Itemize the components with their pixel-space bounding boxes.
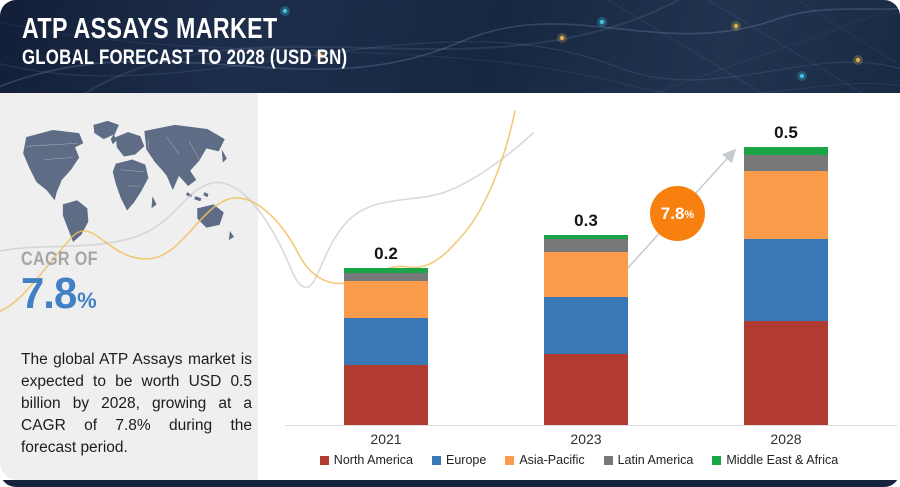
bar-segment-north-america <box>744 321 828 425</box>
legend-item-middle-east-africa: Middle East & Africa <box>712 453 838 467</box>
legend-label: Latin America <box>617 453 694 467</box>
value-label-2023: 0.3 <box>574 211 598 230</box>
legend-label: North America <box>333 453 413 467</box>
page-title: ATP ASSAYS MARKET <box>22 13 278 45</box>
map-europe <box>115 132 145 157</box>
bar-segment-latin-america <box>744 155 828 171</box>
page-subtitle: GLOBAL FORECAST TO 2028 (USD BN) <box>22 46 348 70</box>
header-network-decoration <box>0 0 900 93</box>
value-label-2021: 0.2 <box>374 244 398 263</box>
bar-segment-north-america <box>344 365 428 425</box>
bar-segment-middle-east-africa <box>544 235 628 239</box>
chart-legend: North America Europe Asia-Pacific Latin Ame… <box>258 453 900 467</box>
cagr-badge-percent-sign: % <box>684 209 695 221</box>
cagr-percent-sign: % <box>77 288 97 313</box>
bar-segment-asia-pacific <box>744 171 828 239</box>
map-united-kingdom <box>110 134 117 145</box>
legend-swatch <box>319 455 329 465</box>
legend-swatch <box>505 455 515 465</box>
bar-segment-europe <box>544 297 628 354</box>
bar-segment-middle-east-africa <box>744 147 828 155</box>
map-africa <box>112 159 149 211</box>
legend-swatch <box>712 455 722 465</box>
bottom-bar <box>0 480 900 487</box>
glow-dots-yellow <box>315 21 863 65</box>
map-indonesia <box>186 192 209 202</box>
world-map <box>23 120 234 243</box>
x-axis-label-2021: 2021 <box>370 431 402 447</box>
bar-2028 <box>744 147 828 425</box>
map-south-america <box>62 200 89 243</box>
header: ATP ASSAYS MARKET GLOBAL FORECAST TO 202… <box>0 0 900 93</box>
legend-item-asia-pacific: Asia-Pacific <box>505 453 585 467</box>
bar-segment-latin-america <box>344 273 428 281</box>
x-axis-label-2023: 2023 <box>570 431 602 447</box>
bar-2023 <box>544 235 628 425</box>
map-asia <box>144 124 225 191</box>
bar-segment-latin-america <box>544 239 628 252</box>
body: CAGR OF 7.8% The global ATP Assays marke… <box>0 93 900 480</box>
legend-item-north-america: North America <box>319 453 413 467</box>
map-australia <box>197 204 224 228</box>
cagr-badge-value: 7.8 <box>660 203 685 223</box>
glow-dots-cyan <box>280 6 807 81</box>
map-madagascar <box>151 196 157 209</box>
bar-segment-asia-pacific <box>544 252 628 297</box>
cagr-label: CAGR OF <box>21 249 98 270</box>
bar-segment-asia-pacific <box>344 281 428 318</box>
market-description: The global ATP Assays market is expected… <box>21 350 252 456</box>
legend-swatch <box>603 455 613 465</box>
cagr-badge: 7.8% <box>650 186 705 241</box>
x-axis-line <box>285 425 897 426</box>
legend-swatch <box>432 455 441 465</box>
cagr-value: 7.8 <box>21 269 77 318</box>
legend-item-europe: Europe <box>432 453 486 467</box>
map-north-america <box>23 130 84 201</box>
x-axis-label-2028: 2028 <box>770 431 802 447</box>
bar-segment-europe <box>744 239 828 321</box>
legend-item-latin-america: Latin America <box>603 453 694 467</box>
map-japan <box>221 149 227 163</box>
stacked-bar-chart: 0.2 2021 0.3 2023 0.5 2028 7.8% North America… <box>258 93 900 480</box>
map-greenland <box>93 120 119 140</box>
legend-label: Europe <box>446 453 487 467</box>
value-label-2028: 0.5 <box>774 123 798 142</box>
legend-label: Middle East & Africa <box>726 453 839 467</box>
map-new-zealand <box>228 230 234 240</box>
cagr-block: CAGR OF 7.8% <box>21 249 111 319</box>
legend-label: Asia-Pacific <box>519 453 585 467</box>
bar-segment-europe <box>344 318 428 365</box>
bar-segment-north-america <box>544 354 628 425</box>
bar-2021 <box>344 268 428 425</box>
